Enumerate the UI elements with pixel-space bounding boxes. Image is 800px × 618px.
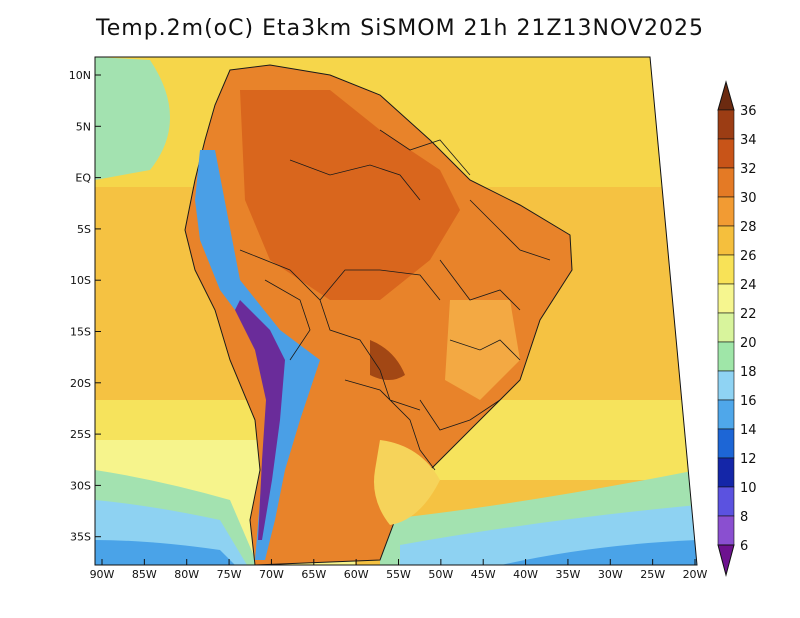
lat-tick-label: EQ	[75, 172, 91, 185]
lon-tick-label: 35W	[555, 568, 580, 581]
andes-cold-core	[235, 300, 285, 540]
colorbar-segment	[717, 196, 735, 227]
colorbar-label: 30	[740, 191, 757, 206]
lat-tick-label: 10N	[69, 69, 91, 82]
colorbar-label: 26	[740, 249, 757, 264]
colorbar-label: 24	[740, 278, 757, 293]
lon-tick-label: 65W	[301, 568, 326, 581]
colorbar-segment	[717, 399, 735, 430]
lon-tick-label: 50W	[428, 568, 453, 581]
colorbar-segment	[717, 312, 735, 343]
colorbar-top-arrow	[717, 80, 735, 111]
colorbar-segment	[717, 109, 735, 140]
central-brazil-zone	[445, 300, 520, 400]
colorbar-label: 6	[740, 539, 748, 554]
lon-tick-label: 45W	[471, 568, 496, 581]
longitude-axis: 90W 85W 80W 75W 70W 65W 60W 55W 50W 45W 40W 35W 30W 2…	[90, 559, 708, 581]
lat-tick-label: 35S	[70, 531, 91, 544]
lat-tick-label: 20S	[70, 377, 91, 390]
colorbar-segment	[717, 167, 735, 198]
lat-tick-label: 25S	[70, 428, 91, 441]
colorbar-label: 18	[740, 365, 757, 380]
colorbar-label: 10	[740, 481, 757, 496]
colorbar-segment	[717, 254, 735, 285]
lon-tick-label: 20W	[683, 568, 708, 581]
colorbar-label: 36	[740, 104, 757, 119]
lat-tick-label: 5N	[76, 120, 91, 133]
lon-tick-label: 70W	[259, 568, 284, 581]
colorbar-segment	[717, 225, 735, 256]
colorbar-segment	[717, 457, 735, 488]
lat-tick-label: 10S	[70, 274, 91, 287]
latitude-axis: 10N 5N EQ 5S 10S 15S 20S 25S 30S 35S	[69, 69, 101, 544]
uruguay-zone	[374, 440, 440, 525]
pantanal-hot-spot	[370, 340, 405, 380]
atlantic-blue-zone	[480, 540, 697, 565]
colorbar-segment	[717, 283, 735, 314]
amazon-hot-zone	[240, 90, 460, 300]
andes-cool-zone	[195, 150, 320, 560]
lon-tick-label: 85W	[132, 568, 157, 581]
lon-tick-label: 75W	[217, 568, 242, 581]
pacific-north-green	[95, 57, 170, 180]
colorbar-segment	[717, 428, 735, 459]
lon-tick-label: 25W	[640, 568, 665, 581]
colorbar-segment	[717, 370, 735, 401]
colorbar-segment	[717, 486, 735, 517]
map-frame	[94, 56, 698, 566]
lat-tick-label: 15S	[70, 326, 91, 339]
colorbar-label: 22	[740, 307, 757, 322]
country-borders	[239, 129, 551, 471]
lon-tick-label: 60W	[344, 568, 369, 581]
colorbar-label: 12	[740, 452, 757, 467]
lon-tick-label: 55W	[386, 568, 411, 581]
colorbar-label: 32	[740, 162, 757, 177]
map-domain	[95, 57, 697, 565]
lat-tick-label: 5S	[77, 223, 91, 236]
colorbar-label: 20	[740, 336, 757, 351]
map-title: Temp.2m(oC) Eta3km SiSMOM 21h 21Z13NOV20…	[96, 16, 704, 41]
lon-tick-label: 40W	[513, 568, 538, 581]
lat-tick-label: 30S	[70, 479, 91, 492]
lon-tick-label: 90W	[90, 568, 115, 581]
colorbar-segment	[717, 138, 735, 169]
colorbar-segment	[717, 515, 735, 546]
colorbar-label: 14	[740, 423, 757, 438]
colorbar-segment	[717, 341, 735, 372]
lon-tick-label: 80W	[174, 568, 199, 581]
colorbar-bottom-arrow	[717, 544, 735, 577]
colorbar-label: 16	[740, 394, 757, 409]
colorbar-label: 8	[740, 510, 748, 525]
lon-tick-label: 30W	[598, 568, 623, 581]
colorbar: 36 34 32 30 28 26 24 22 20 18 16 14 12 10 8 6	[717, 80, 757, 577]
pacific-blue-zone	[95, 540, 240, 565]
colorbar-label: 28	[740, 220, 757, 235]
colorbar-label: 34	[740, 133, 757, 148]
